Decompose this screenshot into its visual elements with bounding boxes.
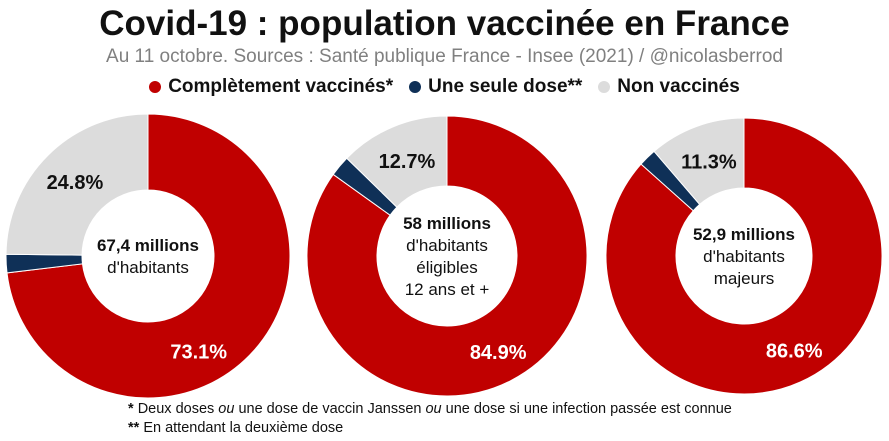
footnote-1-text-b: ou <box>218 401 235 417</box>
footnote-1-text-e: une dose si une infection passée est con… <box>441 401 732 417</box>
footnote-2: ** En attendant la deuxième dose <box>128 419 732 438</box>
donut-1-center-label-line-1: 67,4 millions <box>97 236 199 255</box>
donut-3-label-not-vaccinated: 11.3% <box>681 151 737 173</box>
donut-2-slice-not-vaccinated <box>346 115 448 208</box>
footnote-2-marker: ** <box>128 420 140 436</box>
donut-2-label-not-vaccinated: 12.7% <box>379 151 436 173</box>
legend-item-fully-vaccinated: Complètement vaccinés* <box>149 75 393 99</box>
legend-swatch-not-vaccinated <box>598 81 611 93</box>
donut-3-center-label-line-3: majeurs <box>714 269 774 288</box>
donut-3-center-label-line-2: d'habitants <box>703 247 785 266</box>
donut-3-slice-not-vaccinated <box>653 117 745 206</box>
donut-3-slice-fully-vaccinated <box>605 117 883 395</box>
donut-1-slice-not-vaccinated <box>5 113 149 256</box>
footnotes: * Deux doses ou une dose de vaccin Janss… <box>128 400 732 438</box>
donut-1-slice-fully-vaccinated <box>6 113 291 399</box>
legend-label-not-vaccinated: Non vaccinés <box>617 76 740 97</box>
donut-chart-2: 84.9% 12.7% 58 millions d'habitants éligible… <box>306 115 588 397</box>
legend-item-not-vaccinated: Non vaccinés <box>598 75 740 99</box>
donut-3-center-label-line-1: 52,9 millions <box>693 225 795 244</box>
donut-2-label-fully-vaccinated: 84.9% <box>470 342 527 364</box>
donut-2-center-label-line-3: éligibles <box>416 258 477 277</box>
donut-1-label-not-vaccinated: 24.8% <box>47 172 104 194</box>
donut-chart-3: 86.6% 11.3% 52,9 millions d'habitants majeur… <box>605 117 883 395</box>
footnote-1: * Deux doses ou une dose de vaccin Janss… <box>128 400 732 419</box>
legend-label-single-dose: Une seule dose** <box>428 76 583 97</box>
legend-item-single-dose: Une seule dose** <box>409 75 582 99</box>
donut-3-label-fully-vaccinated: 86.6% <box>766 340 823 362</box>
donut-2-center-label-line-1: 58 millions <box>403 214 491 233</box>
footnote-1-marker: * <box>128 401 134 417</box>
donut-1-label-fully-vaccinated: 73.1% <box>170 341 227 363</box>
footnote-2-text: En attendant la deuxième dose <box>143 420 344 436</box>
donut-2-slice-fully-vaccinated <box>306 115 588 397</box>
legend-swatch-fully-vaccinated <box>149 81 162 93</box>
chart-title: Covid-19 : population vaccinée en France <box>99 4 790 43</box>
legend-label-fully-vaccinated: Complètement vaccinés* <box>168 76 394 97</box>
donut-1-center-label-line-2: d'habitants <box>107 258 189 277</box>
donut-chart-1: 73.1% 24.8% 67,4 millions d'habitants <box>5 113 291 399</box>
donut-2-center-label-line-4: 12 ans et + <box>405 280 490 299</box>
legend: Complètement vaccinés* Une seule dose** … <box>0 75 889 99</box>
footnote-1-text-d: ou <box>425 401 442 417</box>
legend-swatch-single-dose <box>409 81 422 93</box>
chart-subtitle: Au 11 octobre. Sources : Santé publique … <box>106 46 783 67</box>
footnote-1-text-c: une dose de vaccin Janssen <box>234 401 426 417</box>
footnote-1-text-a: Deux doses <box>137 401 219 417</box>
donut-2-center-label-line-2: d'habitants <box>406 236 488 255</box>
